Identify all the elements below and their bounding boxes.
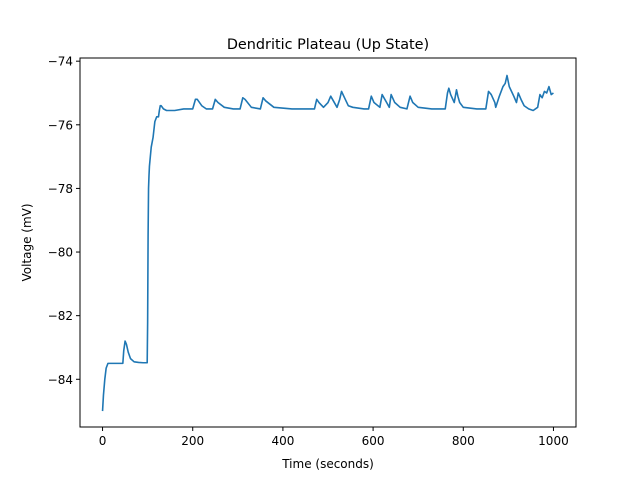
series-layer [101, 74, 554, 412]
y-tick-label: −82 [48, 309, 73, 323]
y-tick-label: −84 [48, 373, 73, 387]
x-tick-label: 800 [452, 434, 475, 448]
plot-frame [79, 57, 577, 428]
x-tick-label: 600 [362, 434, 385, 448]
y-tick-label: −76 [48, 118, 73, 132]
x-axis: 0 200 400 600 800 1000 [99, 427, 569, 448]
x-tick-label: 400 [271, 434, 294, 448]
y-tick-label: −78 [48, 182, 73, 196]
chart-title: Dendritic Plateau (Up State) [227, 37, 429, 53]
y-axis: −84 −82 −80 −78 −76 −74 [48, 55, 80, 387]
plot-area [79, 57, 577, 428]
x-tick-label: 1000 [538, 434, 569, 448]
y-tick-label: −80 [48, 246, 73, 260]
y-axis-title: Voltage (mV) [20, 203, 34, 281]
x-tick-label: 0 [99, 434, 107, 448]
x-tick-label: 200 [181, 434, 204, 448]
y-tick-label: −74 [48, 55, 73, 69]
x-axis-title: Time (seconds) [281, 457, 374, 471]
series-line-0 [101, 74, 554, 412]
